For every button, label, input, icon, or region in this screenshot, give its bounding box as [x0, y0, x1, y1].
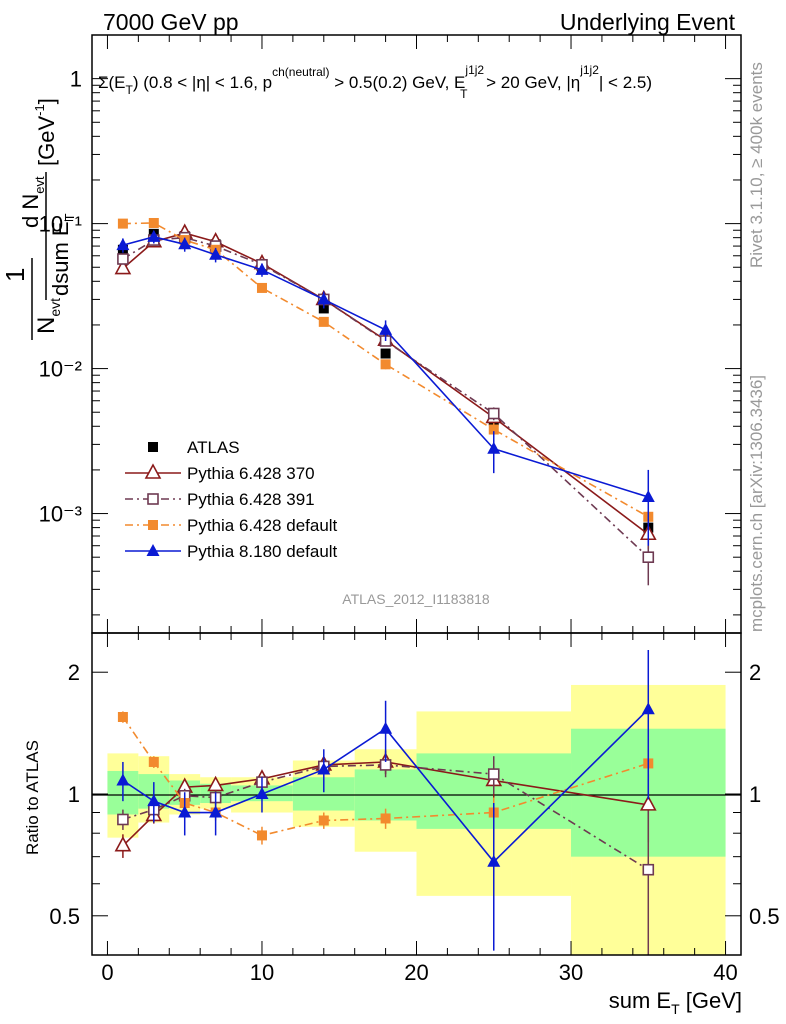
legend: ATLAS Pythia 6.428 370 Pythia 6.428 391 Pyt…	[125, 438, 338, 561]
x-tick-label: 40	[713, 960, 737, 985]
legend-marker-p370	[144, 463, 162, 479]
legend-label-p370: Pythia 6.428 370	[187, 464, 315, 483]
legend-marker-p8default	[146, 544, 160, 556]
ratio-point-p370	[639, 795, 657, 811]
main-point-p6default	[117, 218, 128, 229]
ratio-y-tick-label: 2	[68, 660, 80, 685]
legend-label-p6default: Pythia 6.428 default	[187, 516, 338, 535]
main-y-axis-label-2: d Nevt dsum ET [GeV-1]	[18, 98, 77, 300]
main-point-p370	[114, 258, 132, 275]
main-point-p8default	[178, 237, 192, 250]
legend-marker-p6default	[148, 520, 158, 530]
ratio-y-tick-label-right: 2	[749, 660, 761, 685]
ratio-y-tick-label-right: 0.5	[749, 904, 780, 929]
ratio-point-p6default	[117, 711, 128, 722]
ratio-point-p8default	[209, 805, 223, 818]
ratio-point-p6default	[318, 815, 329, 826]
x-tick-label: 10	[250, 960, 274, 985]
y-tick-label: 10⁻³	[39, 502, 82, 527]
ratio-y-tick-label: 1	[68, 782, 80, 807]
svg-text:1: 1	[0, 268, 30, 282]
main-point-p6default	[256, 282, 267, 293]
main-point-p391	[117, 253, 129, 265]
ratio-point-p6default	[148, 756, 159, 767]
ratio-point-p370	[114, 836, 132, 852]
ratio-point-p8default	[379, 721, 393, 734]
ratio-point-p8default	[317, 762, 331, 775]
ratio-point-p391	[487, 768, 500, 780]
main-point-p391	[487, 407, 500, 420]
svg-text:dsum ET: dsum ET	[48, 213, 77, 296]
main-point-p8default	[147, 229, 161, 242]
legend-label-p391: Pythia 6.428 391	[187, 490, 315, 509]
svg-text:Nevt: Nevt	[33, 298, 63, 334]
legend-label-data: ATLAS	[187, 438, 240, 457]
svg-text:d Nevt: d Nevt	[18, 176, 47, 228]
legend-marker-p391	[147, 493, 159, 505]
ratio-point-p8default	[178, 805, 192, 818]
header-right: Underlying Event	[560, 9, 736, 35]
x-tick-label: 20	[404, 960, 428, 985]
main-point-p8default	[641, 490, 655, 503]
ratio-y-tick-label-right: 1	[749, 782, 761, 807]
main-point-p8default	[255, 262, 269, 275]
mcplots-label: mcplots.cern.ch [arXiv:1306.3436]	[747, 375, 766, 632]
ratio-point-p391	[117, 813, 129, 826]
legend-label-p8default: Pythia 8.180 default	[187, 542, 338, 561]
header-left: 7000 GeV pp	[103, 9, 239, 35]
ratio-y-axis-label: Ratio to ATLAS	[23, 740, 42, 855]
ratio-y-tick-label: 0.5	[49, 904, 80, 929]
plot-title: Σ(ET) (0.8 < |η| < 1.6, pch(neutral) > 0…	[98, 63, 652, 101]
main-point-p8default	[379, 322, 393, 335]
x-axis-label: sum ET [GeV]	[609, 988, 742, 1017]
ratio-point-p6default	[256, 830, 267, 841]
main-point-p6default	[380, 359, 391, 370]
ratio-point-p391	[642, 863, 655, 876]
main-plot-area	[92, 35, 741, 633]
y-tick-label: 1	[70, 67, 82, 92]
ratio-point-p8default	[487, 854, 501, 867]
ratio-point-p8default	[641, 702, 655, 715]
ratio-point-p370	[207, 775, 224, 792]
main-series	[114, 217, 657, 586]
x-tick-label: 0	[101, 960, 113, 985]
main-point-p8default	[209, 247, 223, 260]
main-line-p6default	[122, 222, 649, 518]
y-tick-label: 10⁻²	[39, 357, 82, 382]
main-point-p391	[642, 551, 655, 563]
ratio-point-p8default	[116, 773, 130, 786]
axes: 0 10 20 30 40 1 10⁻¹ 10⁻² 10⁻³ 0.5 0.5 1 1 2 2	[39, 34, 780, 985]
main-point-p8default	[317, 292, 331, 305]
ratio-point-p8default	[255, 787, 269, 799]
ratio-point-p8default	[147, 794, 161, 807]
main-point-p8default	[487, 441, 501, 454]
legend-marker-data	[148, 442, 158, 452]
rivet-label: Rivet 3.1.10, ≥ 400k events	[747, 62, 766, 268]
x-tick-label: 30	[559, 960, 583, 985]
svg-text:[GeV-1]: [GeV-1]	[32, 98, 59, 166]
main-point-p6default	[488, 424, 499, 435]
main-point-p8default	[116, 238, 130, 251]
analysis-label: ATLAS_2012_I1183818	[342, 591, 490, 607]
main-point-p6default	[148, 217, 159, 228]
y-tick-label: 10⁻¹	[39, 212, 82, 237]
ratio-series	[114, 649, 657, 955]
main-y-axis-label: 1 Nevt	[0, 258, 63, 340]
ratio-point-p6default	[380, 813, 391, 824]
ratio-panel-frame	[91, 632, 742, 956]
main-data-point	[380, 348, 391, 359]
main-point-p6default	[318, 316, 329, 327]
